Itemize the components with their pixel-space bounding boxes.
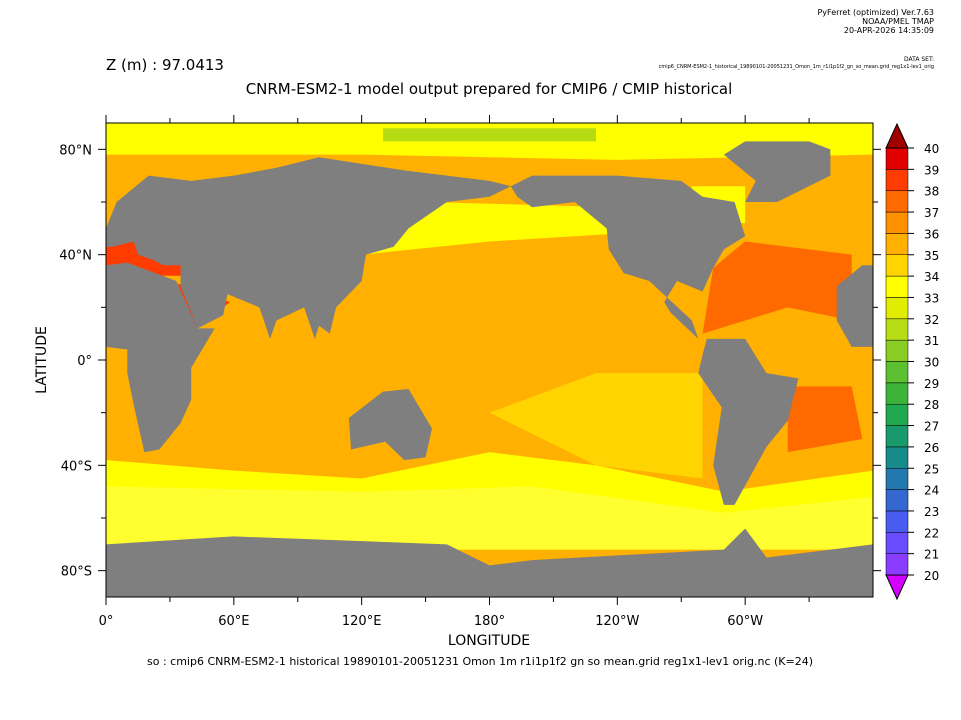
colorbar-band — [885, 382, 909, 405]
colorbar-band — [885, 532, 909, 554]
colorbar-label: 21 — [924, 548, 939, 562]
colorbar-band — [885, 403, 909, 426]
south-ocean-pale — [106, 486, 873, 550]
x-tick-label: 120°W — [595, 614, 639, 629]
s-atlantic — [787, 386, 863, 453]
colorbar-band — [885, 510, 909, 533]
africa-west — [836, 265, 873, 347]
antarctica — [106, 528, 873, 597]
colorbar-label: 31 — [924, 334, 939, 348]
colorbar-band — [885, 147, 909, 170]
y-tick-label: 80°S — [61, 565, 92, 580]
colorbar-band — [885, 211, 909, 234]
colorbar-label: 27 — [924, 420, 939, 434]
colorbar-under — [885, 574, 909, 601]
east-pacific — [489, 373, 703, 479]
y-tick-label: 40°N — [59, 249, 92, 264]
colorbar-label: 22 — [924, 526, 939, 540]
colorbar-label: 32 — [924, 313, 939, 327]
atlantic — [702, 241, 852, 334]
colorbar-band — [885, 318, 909, 341]
greenland — [723, 141, 831, 202]
colorbar-label: 20 — [924, 569, 939, 583]
map-field — [106, 123, 873, 597]
colorbar-band — [885, 361, 909, 384]
colorbar-band — [885, 468, 909, 490]
colorbar-label: 34 — [924, 270, 939, 284]
x-tick-label: 180° — [474, 614, 505, 629]
colorbar-band — [885, 553, 909, 576]
y-tick-label: 80°N — [59, 143, 92, 158]
depth-label: Z (m) : 97.0413 — [106, 56, 224, 74]
colorbar-label: 33 — [924, 291, 939, 305]
colorbar-label: 26 — [924, 441, 939, 455]
colorbar-label: 40 — [924, 142, 939, 156]
y-tick-label: 40°S — [61, 459, 92, 474]
colorbar-band — [885, 489, 909, 512]
north-america — [510, 175, 746, 339]
colorbar-band — [885, 254, 909, 277]
eurasia — [106, 157, 511, 339]
dataset-name: cmip6_CNRM-ESM2-1_historical_19890101-20… — [659, 64, 934, 70]
x-tick-label: 120°E — [342, 614, 382, 629]
y-axis-label: LATITUDE — [34, 326, 50, 394]
colorbar-label: 28 — [924, 398, 939, 412]
x-axis-label: LONGITUDE — [448, 633, 530, 649]
colorbar-over — [885, 122, 909, 149]
colorbar-band — [885, 169, 909, 191]
colorbar-label: 36 — [924, 227, 939, 241]
colorbar-label: 38 — [924, 185, 939, 199]
colorbar-label: 24 — [924, 484, 939, 498]
x-tick-label: 0° — [99, 614, 114, 629]
colorbar-band — [885, 233, 909, 255]
dataset-label: DATA SET: — [904, 56, 934, 63]
colorbar-band — [885, 190, 909, 213]
colorbar-band — [885, 297, 909, 320]
colorbar-label: 30 — [924, 356, 939, 370]
x-tick-label: 60°W — [727, 614, 763, 629]
program-label: PyFerret (optimized) Ver.7.63 — [817, 8, 934, 17]
colorbar-label: 35 — [924, 249, 939, 263]
y-tick-label: 0° — [77, 354, 92, 369]
australia — [348, 388, 432, 461]
footer: so : cmip6 CNRM-ESM2-1 historical 198901… — [147, 655, 813, 668]
colorbar-label: 29 — [924, 377, 939, 391]
plot-title: CNRM-ESM2-1 model output prepared for CM… — [246, 80, 733, 98]
colorbar-band — [885, 425, 909, 448]
arctic-green — [382, 128, 597, 142]
x-tick-label: 60°E — [218, 614, 249, 629]
date-label: 20-APR-2026 14:35:09 — [844, 26, 934, 35]
colorbar-band — [885, 275, 909, 298]
colorbar-label: 25 — [924, 462, 939, 476]
south-america — [698, 338, 799, 505]
colorbar-band — [885, 339, 909, 362]
africa — [106, 262, 215, 453]
colorbar-label: 37 — [924, 206, 939, 220]
colorbar-band — [885, 446, 909, 469]
org-label: NOAA/PMEL TMAP — [862, 17, 934, 26]
colorbar-label: 39 — [924, 163, 939, 177]
colorbar-label: 23 — [924, 505, 939, 519]
